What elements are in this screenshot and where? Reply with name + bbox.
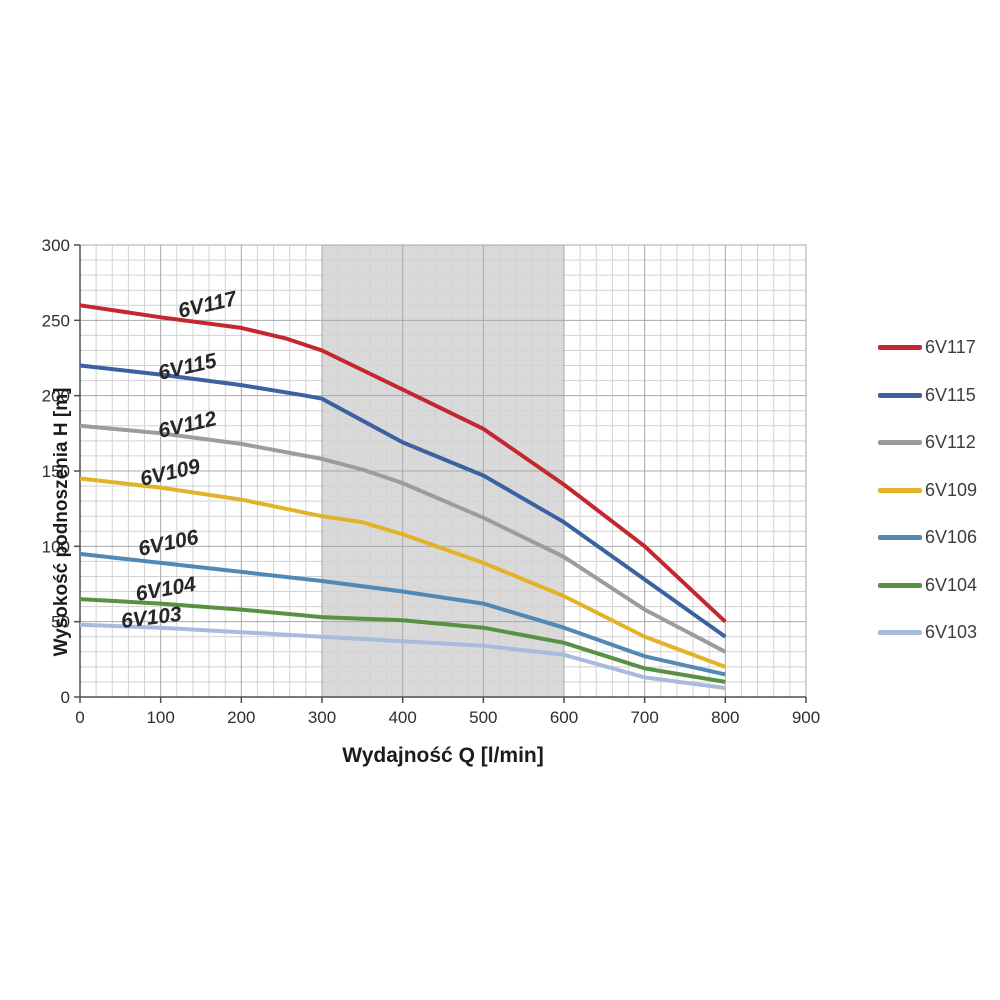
legend-label: 6V103: [925, 622, 978, 643]
y-tick-label: 50: [51, 613, 70, 632]
x-tick-label: 100: [146, 708, 174, 727]
legend-item-6V106: 6V106: [878, 514, 977, 562]
y-tick-label: 0: [61, 688, 70, 707]
series-line-6V112: [79, 423, 727, 654]
x-tick-label: 900: [792, 708, 820, 727]
x-tick-label: 600: [550, 708, 578, 727]
legend-item-6V104: 6V104: [878, 562, 977, 610]
x-tick-label: 0: [75, 708, 84, 727]
x-tick-label: 400: [388, 708, 416, 727]
major-gridlines: [80, 245, 806, 697]
legend-label: 6V104: [925, 574, 978, 595]
y-tick-label: 150: [42, 462, 70, 481]
axes-and-ticks: [74, 244, 807, 703]
legend-color-line: [878, 535, 922, 541]
legend-label: 6V115: [925, 384, 976, 405]
legend-item-6V109: 6V109: [878, 467, 977, 515]
y-tick-label: 100: [42, 537, 70, 556]
y-tick-label: 300: [42, 236, 70, 255]
y-axis-title: Wysokość podnoszenia H [m]: [51, 387, 72, 657]
curve-label-6V104: 6V104: [134, 573, 198, 606]
x-tick-label: 800: [711, 708, 739, 727]
series-line-6V117: [79, 303, 727, 624]
legend-color-line: [878, 392, 922, 398]
legend-item-6V103: 6V103: [878, 609, 977, 657]
legend: 6V117 6V115 6V112 6V109 6V106 6V104 6V103: [878, 324, 977, 657]
series-line-6V103: [79, 622, 726, 690]
curve-label-6V117: 6V117: [176, 287, 240, 323]
legend-color-line: [878, 440, 922, 446]
legend-item-6V115: 6V115: [878, 372, 977, 420]
x-tick-label: 500: [469, 708, 497, 727]
x-tick-label: 700: [630, 708, 658, 727]
legend-label: 6V112: [925, 432, 976, 453]
series-line-6V104: [79, 597, 726, 684]
legend-item-6V112: 6V112: [878, 419, 977, 467]
series-line-6V109: [79, 476, 727, 669]
series-line-6V115: [79, 363, 727, 639]
x-tick-label: 300: [308, 708, 336, 727]
legend-color-line: [878, 582, 922, 588]
series-line-6V106: [79, 551, 726, 677]
legend-item-6V117: 6V117: [878, 324, 977, 372]
axis-tick-labels: 0 100 200 300 400 500 600 700 800 900 0 50 100 150 200…: [42, 236, 821, 727]
legend-label: 6V117: [925, 337, 976, 358]
x-axis-title: Wydajność Q [l/min]: [342, 744, 544, 767]
x-tick-label: 200: [227, 708, 255, 727]
legend-color-line: [878, 630, 922, 636]
legend-label: 6V106: [925, 527, 978, 548]
legend-label: 6V109: [925, 479, 978, 500]
y-tick-label: 200: [42, 387, 70, 406]
pump-curves: [79, 303, 727, 690]
legend-color-line: [878, 487, 922, 493]
y-tick-label: 250: [42, 311, 70, 330]
legend-color-line: [878, 345, 922, 351]
